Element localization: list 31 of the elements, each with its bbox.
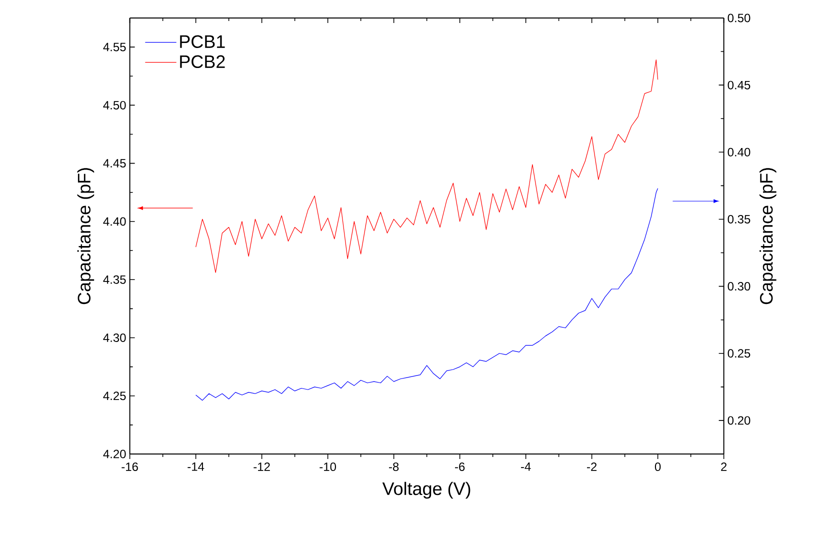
y2-tick-label: 0.50: [728, 14, 750, 22]
y-tick-label: 4.20: [103, 450, 126, 458]
x-tick-label: -12: [254, 462, 270, 471]
y-tick-label: 4.50: [103, 100, 126, 110]
line-series: [196, 188, 658, 401]
y2-tick-label: 0.45: [728, 80, 750, 90]
y2-tick-label: 0.30: [728, 282, 750, 291]
y-tick-label: 4.35: [103, 275, 126, 284]
x-tick-label: -4: [521, 462, 531, 471]
legend-label: PCB2: [180, 55, 225, 68]
y-tick-label: 4.45: [103, 159, 126, 168]
x-tick-label: 2: [721, 462, 727, 471]
y2-axis-title: Capacitance (pF): [760, 168, 776, 304]
y2-tick-label: 0.20: [728, 416, 750, 425]
x-tick-label: -6: [455, 462, 465, 472]
x-tick-label: -16: [122, 462, 138, 472]
x-tick-label: -8: [389, 462, 399, 472]
y-tick-label: 4.40: [103, 217, 126, 226]
x-tick-label: -14: [188, 462, 204, 471]
x-tick-label: 0: [654, 462, 661, 472]
x-tick-label: -10: [320, 462, 336, 472]
y2-tick-label: 0.35: [728, 214, 750, 224]
y-tick-label: 4.30: [103, 333, 126, 342]
legend-label: PCB1: [180, 35, 225, 48]
x-axis-title: Voltage (V): [382, 482, 470, 499]
y-tick-label: 4.55: [103, 42, 126, 52]
y-tick-label: 4.25: [103, 392, 126, 400]
y-axis-title: Capacitance (pF): [77, 168, 94, 304]
y2-tick-label: 0.40: [728, 148, 750, 156]
y2-tick-label: 0.25: [728, 349, 750, 358]
x-tick-label: -2: [587, 462, 597, 471]
